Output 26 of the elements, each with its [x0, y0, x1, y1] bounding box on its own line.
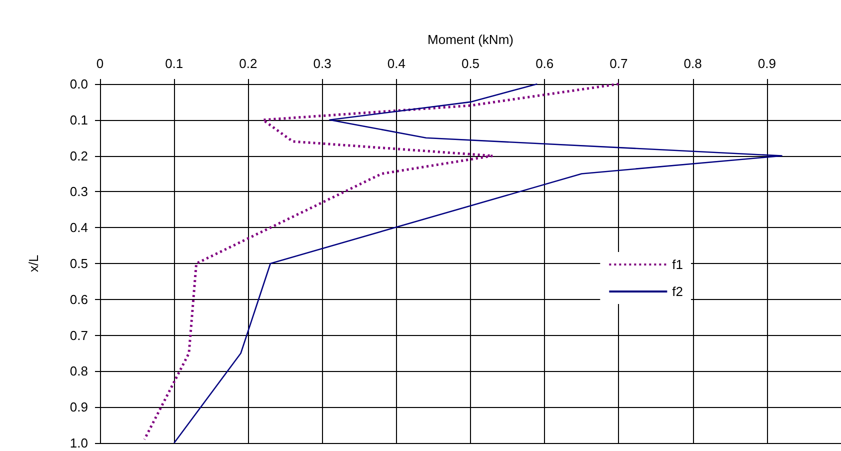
- y-tick-label: 0.1: [70, 112, 88, 128]
- x-tick-label: 0: [96, 56, 104, 71]
- x-tick-label: 0.8: [684, 56, 702, 71]
- y-axis-title: x/L: [26, 254, 41, 272]
- y-tick-label: 0.6: [70, 292, 88, 307]
- y-tick-label: 0.0: [70, 76, 88, 92]
- x-tick-label: 0.4: [387, 56, 406, 71]
- x-tick-label: 0.9: [758, 56, 776, 71]
- y-tick-label: 0.3: [70, 184, 88, 200]
- y-tick-label: 0.7: [70, 328, 88, 343]
- x-tick-label: 0.5: [461, 56, 480, 71]
- x-tick-label: 0.2: [239, 56, 258, 71]
- line-series: [143, 82, 620, 441]
- legend-label: f1: [672, 257, 683, 272]
- y-tick-label: 0.8: [70, 364, 88, 379]
- y-tick-label: 0.5: [70, 256, 88, 271]
- x-axis-title: Moment (kNm): [428, 32, 514, 47]
- y-tick-label: 1.0: [70, 436, 88, 450]
- x-tick-label: 0.3: [313, 56, 332, 71]
- y-tick-label: 0.2: [70, 148, 88, 164]
- y-tick-label: 0.9: [70, 400, 88, 415]
- x-tick-label: 0.1: [165, 56, 184, 71]
- legend-label: f2: [672, 284, 683, 299]
- x-tick-label: 0.6: [536, 56, 554, 71]
- x-tick-label: 0.7: [610, 56, 628, 71]
- y-tick-label: 0.4: [70, 220, 88, 236]
